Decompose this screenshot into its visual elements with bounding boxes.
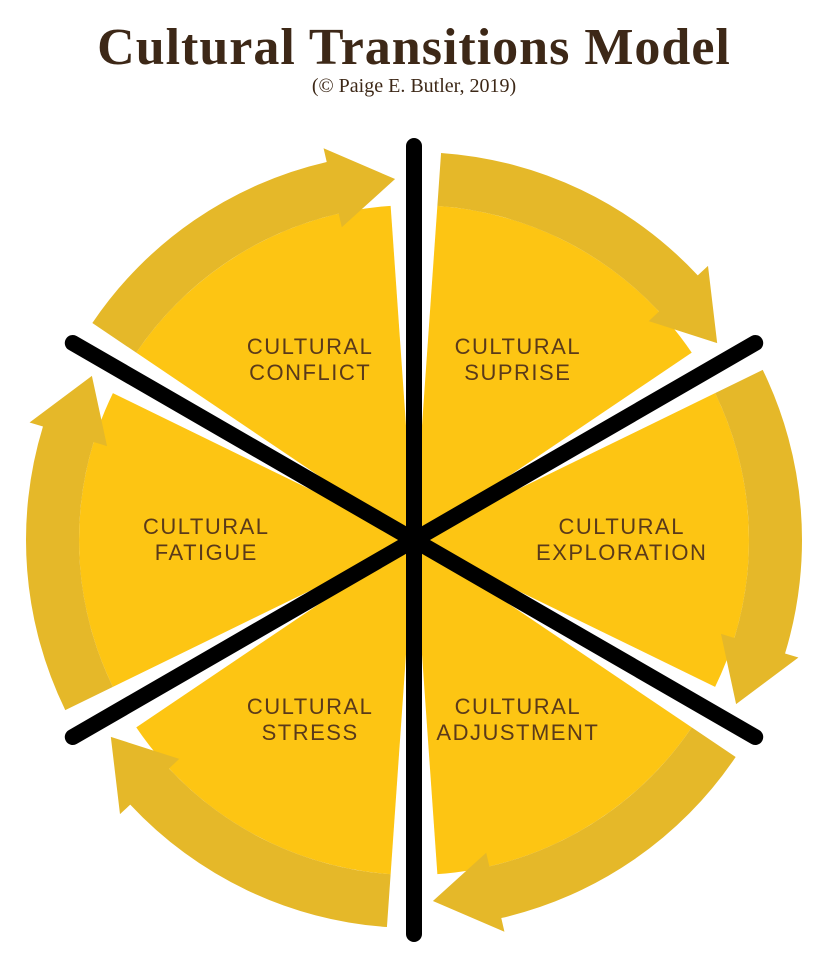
segment-label-3-line2: STRESS (262, 720, 359, 745)
segment-label-3-line1: CULTURAL (247, 694, 374, 719)
segment-label-2: CULTURALADJUSTMENT (436, 694, 599, 745)
segment-label-5-line2: CONFLICT (249, 360, 371, 385)
segment-label-1: CULTURALEXPLORATION (536, 514, 707, 565)
page-title: Cultural Transitions Model (0, 18, 828, 77)
segment-label-0-line2: SUPRISE (464, 360, 571, 385)
segment-label-5: CULTURALCONFLICT (247, 334, 374, 385)
segment-label-4-line1: CULTURAL (143, 514, 270, 539)
segment-label-0: CULTURALSUPRISE (455, 334, 582, 385)
segment-label-2-line2: ADJUSTMENT (436, 720, 599, 745)
segment-label-2-line1: CULTURAL (455, 694, 582, 719)
segment-label-0-line1: CULTURAL (455, 334, 582, 359)
page-subtitle: (© Paige E. Butler, 2019) (0, 75, 828, 98)
segment-label-1-line2: EXPLORATION (536, 540, 707, 565)
segment-label-3: CULTURALSTRESS (247, 694, 374, 745)
segment-label-4: CULTURALFATIGUE (143, 514, 270, 565)
segment-label-1-line1: CULTURAL (558, 514, 685, 539)
circular-diagram: CULTURALSUPRISECULTURALEXPLORATIONCULTUR… (4, 130, 824, 950)
segment-label-4-line2: FATIGUE (155, 540, 258, 565)
header: Cultural Transitions Model (© Paige E. B… (0, 0, 828, 98)
segment-label-5-line1: CULTURAL (247, 334, 374, 359)
